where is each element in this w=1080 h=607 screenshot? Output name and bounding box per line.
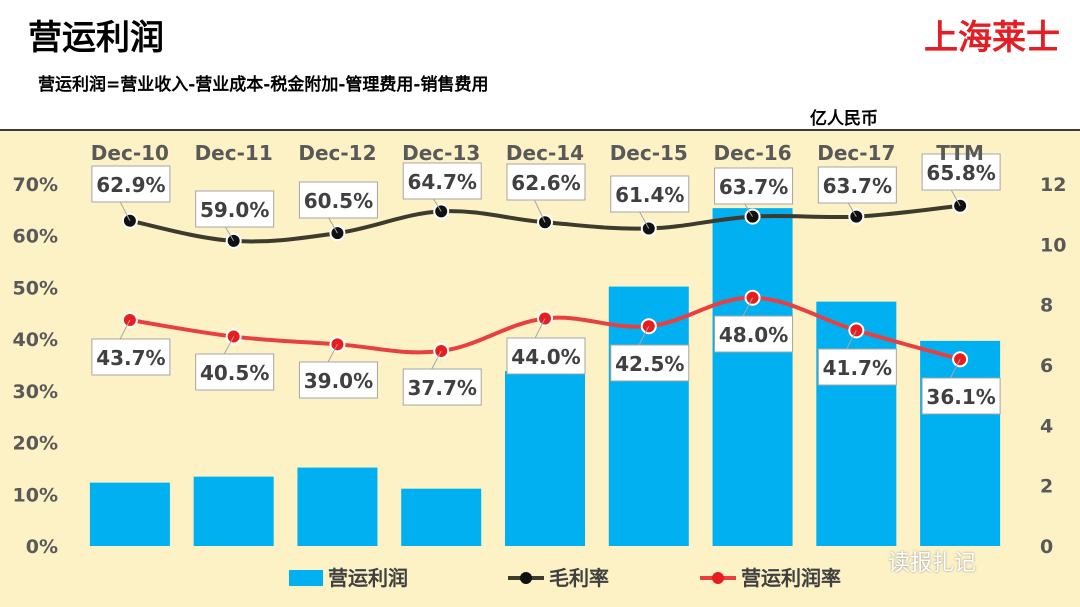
gross-margin-label-Dec-17: 63.7%: [823, 174, 892, 198]
op-margin-label-Dec-11-box: [195, 353, 275, 391]
category-label-Dec-10: Dec-10: [91, 141, 169, 165]
bar-series: [89, 208, 1001, 546]
gross-margin-label-Dec-13: 64.7%: [408, 170, 477, 194]
op-margin-label-Dec-10-box: [91, 338, 171, 376]
y-left-tick-70%: 70%: [13, 174, 58, 196]
gross-margin-label-Dec-11: 59.0%: [200, 198, 269, 222]
bar-Dec-17: [816, 301, 897, 546]
op-margin-label-Dec-15-box: [610, 344, 690, 382]
op-margin-label-Dec-11: 40.5%: [200, 361, 269, 385]
bar-Dec-10: [89, 482, 170, 546]
bar-Dec-14: [505, 371, 585, 546]
category-label-Dec-12: Dec-12: [298, 141, 376, 165]
op-margin-label-Dec-17: 41.7%: [823, 356, 892, 380]
brand-name: 上海莱士: [924, 18, 1060, 58]
legend-label-gross: 毛利率: [549, 566, 609, 590]
legend-op-dot: [712, 572, 724, 584]
category-label-TTM: TTM: [936, 141, 984, 165]
y-right-tick-12: 12: [1040, 174, 1066, 196]
category-label-Dec-13: Dec-13: [402, 141, 480, 165]
gross-margin-label-Dec-16-box: [714, 167, 794, 205]
data-labels: 62.9% 59.0% 60.5% 64.7% 62.6% 61.4% 63.7% 63.7%…: [91, 153, 1001, 415]
op-margin-label-Dec-10: 43.7%: [96, 346, 165, 370]
op-margin-label-Dec-12: 39.0%: [304, 369, 373, 393]
op-margin-label-Dec-15: 42.5%: [615, 352, 684, 376]
op-margin-label-TTM-box: [921, 377, 1001, 415]
y-right-tick-8: 8: [1040, 295, 1053, 317]
page-title: 营运利润: [28, 18, 164, 58]
gross-margin-label-TTM: 65.8%: [926, 161, 995, 185]
category-label-Dec-17: Dec-17: [817, 141, 895, 165]
legend: 营运利润 毛利率 营运利润率: [289, 566, 841, 590]
gross-margin-label-Dec-15-box: [610, 175, 690, 213]
category-label-Dec-15: Dec-15: [610, 141, 688, 165]
legend-label-bar: 营运利润: [328, 566, 408, 590]
y-left-tick-10%: 10%: [13, 484, 58, 506]
y-left-tick-20%: 20%: [13, 433, 58, 455]
gross-margin-label-Dec-10-box: [91, 165, 171, 203]
gross-margin-label-Dec-15: 61.4%: [615, 183, 684, 207]
gross-margin-label-Dec-14-box: [506, 163, 586, 201]
watermark: 读报扎记: [888, 551, 977, 576]
bar-Dec-13: [401, 488, 482, 546]
op-margin-label-TTM: 36.1%: [926, 385, 995, 409]
y-right-tick-10: 10: [1040, 234, 1066, 256]
op-margin-label-Dec-16-box: [714, 315, 794, 353]
legend-bar-swatch: [289, 570, 323, 586]
gross-margin-label-Dec-12: 60.5%: [304, 189, 373, 213]
gross-margin-label-Dec-14: 62.6%: [511, 171, 580, 195]
op-margin-label-Dec-13-box: [402, 368, 482, 406]
bar-Dec-11: [193, 476, 274, 546]
legend-gross-dot: [520, 572, 532, 584]
op-margin-label-Dec-17-box: [817, 348, 897, 386]
bar-Dec-12: [297, 467, 378, 546]
op-margin-label-Dec-14: 44.0%: [511, 345, 580, 369]
y-left-tick-40%: 40%: [13, 329, 58, 351]
category-label-Dec-16: Dec-16: [713, 141, 791, 165]
gross-margin-label-Dec-12-box: [298, 181, 378, 219]
header: 营运利润 上海莱士 营运利润=营业收入-营业成本-税金附加-管理费用-销售费用 …: [0, 0, 1080, 130]
category-label-Dec-14: Dec-14: [506, 141, 584, 165]
gross-margin-label-TTM-box: [921, 153, 1001, 191]
header-divider: [0, 129, 1080, 131]
legend-label-op: 营运利润率: [741, 566, 841, 590]
op-margin-label-Dec-16: 48.0%: [719, 323, 788, 347]
op-margin-label-Dec-12-box: [298, 361, 378, 399]
y-right-tick-2: 2: [1040, 476, 1053, 498]
gross-margin-label-Dec-11-box: [195, 190, 275, 228]
unit-label: 亿人民币: [810, 109, 878, 129]
y-right-tick-0: 0: [1040, 536, 1053, 558]
formula-text: 营运利润=营业收入-营业成本-税金附加-管理费用-销售费用: [38, 75, 489, 95]
y-left-tick-60%: 60%: [13, 226, 58, 248]
y-left-tick-30%: 30%: [13, 381, 58, 403]
axes: Dec-10 Dec-11 Dec-12 Dec-13 Dec-14 Dec-15 Dec-…: [13, 141, 1067, 558]
op-margin-label-Dec-13: 37.7%: [408, 376, 477, 400]
y-left-tick-0%: 0%: [26, 536, 58, 558]
bar-Dec-16: [712, 208, 793, 546]
gross-margin-label-Dec-16: 63.7%: [719, 175, 788, 199]
gross-margin-label-Dec-10: 62.9%: [96, 173, 165, 197]
y-left-tick-50%: 50%: [13, 277, 58, 299]
y-right-tick-4: 4: [1040, 415, 1053, 437]
bar-TTM: [920, 340, 1001, 546]
op-margin-label-Dec-14-box: [506, 337, 586, 375]
gross-margin-label-Dec-13-box: [402, 162, 482, 200]
y-right-tick-6: 6: [1040, 355, 1053, 377]
category-label-Dec-11: Dec-11: [195, 141, 273, 165]
gross-margin-label-Dec-17-box: [817, 166, 897, 204]
